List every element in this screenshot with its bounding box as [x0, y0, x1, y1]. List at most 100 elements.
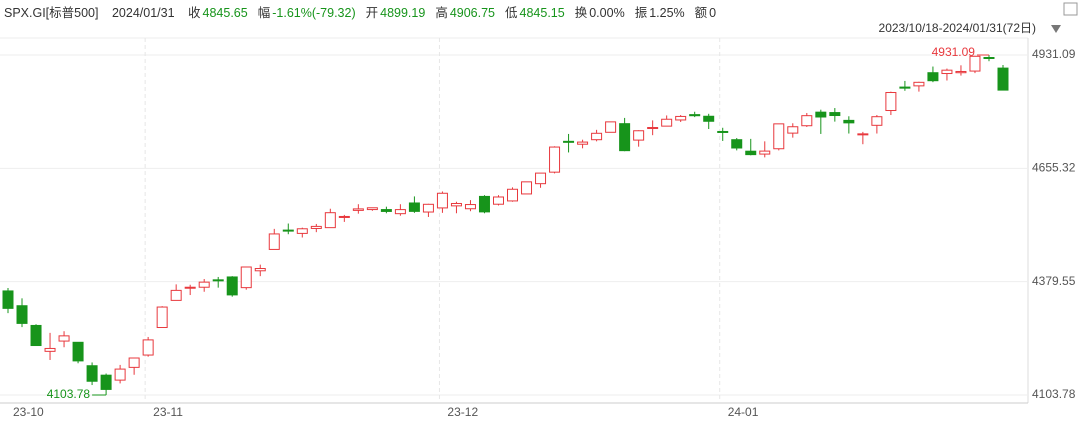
- candle-body: [492, 196, 504, 205]
- candle-body: [2, 290, 14, 309]
- candle-body: [661, 118, 673, 127]
- candle-body: [563, 140, 575, 143]
- candle-body: [296, 228, 308, 234]
- candle-body: [464, 204, 476, 210]
- candle-body: [843, 119, 855, 124]
- candle-body: [591, 132, 603, 141]
- y-tick-label: 4655.32: [1032, 161, 1076, 175]
- candle-body: [436, 192, 448, 209]
- candle-body: [955, 70, 967, 74]
- candle-body: [549, 146, 561, 173]
- candle-body: [717, 130, 729, 133]
- candle-body: [787, 126, 799, 134]
- candle-body: [142, 339, 154, 356]
- x-tick-label: 24-01: [728, 405, 759, 419]
- candle-body: [941, 69, 953, 75]
- candle-body: [212, 279, 224, 282]
- candle-body: [773, 123, 785, 150]
- field-value: -1.61%(-79.32): [272, 6, 356, 20]
- candle-body: [100, 374, 112, 390]
- candle-body: [829, 112, 841, 117]
- candle-body: [913, 81, 925, 87]
- candle-body: [969, 55, 981, 72]
- dropdown-arrow[interactable]: [1051, 25, 1061, 33]
- candle-body: [478, 195, 490, 213]
- candle-body: [521, 181, 533, 195]
- field-label: 振: [634, 6, 648, 20]
- candle-body: [394, 209, 406, 215]
- candle-body: [885, 92, 897, 112]
- min-annotation: 4103.78: [47, 387, 91, 401]
- candle-body: [675, 115, 687, 121]
- candle-body: [422, 203, 434, 213]
- candle-body: [815, 111, 827, 118]
- candle-body: [170, 289, 182, 301]
- candle-body: [745, 150, 757, 156]
- candle-body: [647, 127, 659, 130]
- candle-body: [30, 324, 42, 347]
- candle-body: [156, 306, 168, 329]
- field-label: 收: [188, 6, 201, 20]
- candle-body: [198, 281, 210, 288]
- candle-body: [633, 130, 645, 141]
- candle-body: [380, 209, 392, 212]
- candle-body: [871, 116, 883, 126]
- candle-body: [282, 229, 294, 232]
- candle-body: [44, 347, 56, 352]
- candle-body: [450, 202, 462, 207]
- candle-body: [983, 57, 995, 60]
- candle-body: [240, 266, 252, 289]
- candle-body: [731, 139, 743, 149]
- range-label[interactable]: 2023/10/18-2024/01/31(72日): [879, 21, 1036, 35]
- candle-body: [927, 72, 939, 82]
- candle-body: [352, 208, 364, 211]
- field-label: 高: [435, 6, 448, 20]
- symbol: SPX.GI[标普500]: [4, 6, 99, 20]
- y-tick-label: 4103.78: [1032, 387, 1076, 401]
- x-tick-label: 23-11: [153, 405, 183, 419]
- candle-body: [507, 188, 519, 202]
- candle-body: [16, 305, 28, 324]
- field-label: 幅: [257, 6, 271, 20]
- candle-body: [408, 202, 420, 212]
- candle-body: [324, 212, 336, 229]
- candle-body: [366, 207, 378, 211]
- candle-body: [689, 114, 701, 117]
- field-value: 1.25%: [649, 6, 685, 20]
- candle-body: [58, 335, 70, 342]
- candle-body: [997, 67, 1009, 91]
- field-value: 0.00%: [589, 6, 625, 20]
- candle-body: [899, 86, 911, 89]
- field-value: 0: [709, 6, 717, 20]
- field-label: 换: [574, 6, 588, 20]
- candle-body: [535, 172, 547, 185]
- candle-body: [577, 141, 589, 145]
- y-tick-label: 4931.09: [1032, 47, 1076, 61]
- field-value: 4845.15: [519, 6, 565, 20]
- field-value: 4906.75: [449, 6, 496, 20]
- field-label: 低: [505, 6, 518, 20]
- candle-body: [226, 276, 238, 296]
- candle-body: [86, 365, 98, 382]
- candle-body: [268, 233, 280, 250]
- candle-body: [801, 115, 813, 127]
- quote-header: SPX.GI[标普500] 2024/01/31 收 4845.65 幅 -1.61%…: [4, 2, 726, 21]
- field-label: 开: [365, 6, 379, 20]
- field-value: 4845.65: [202, 6, 248, 20]
- x-tick-label: 23-10: [13, 405, 44, 419]
- date: 2024/01/31: [111, 6, 175, 20]
- candle-body: [857, 133, 869, 136]
- candle-body: [114, 368, 126, 381]
- field-label: 额: [694, 6, 708, 20]
- candle-body: [759, 150, 771, 155]
- candle-body: [128, 357, 140, 368]
- x-tick-label: 23-12: [447, 405, 478, 419]
- candle-body: [605, 121, 617, 133]
- wps-icon[interactable]: [1063, 2, 1078, 16]
- y-tick-label: 4379.55: [1032, 274, 1076, 288]
- candle-body: [254, 268, 266, 272]
- candle-body: [72, 341, 84, 362]
- candle-body: [310, 225, 322, 229]
